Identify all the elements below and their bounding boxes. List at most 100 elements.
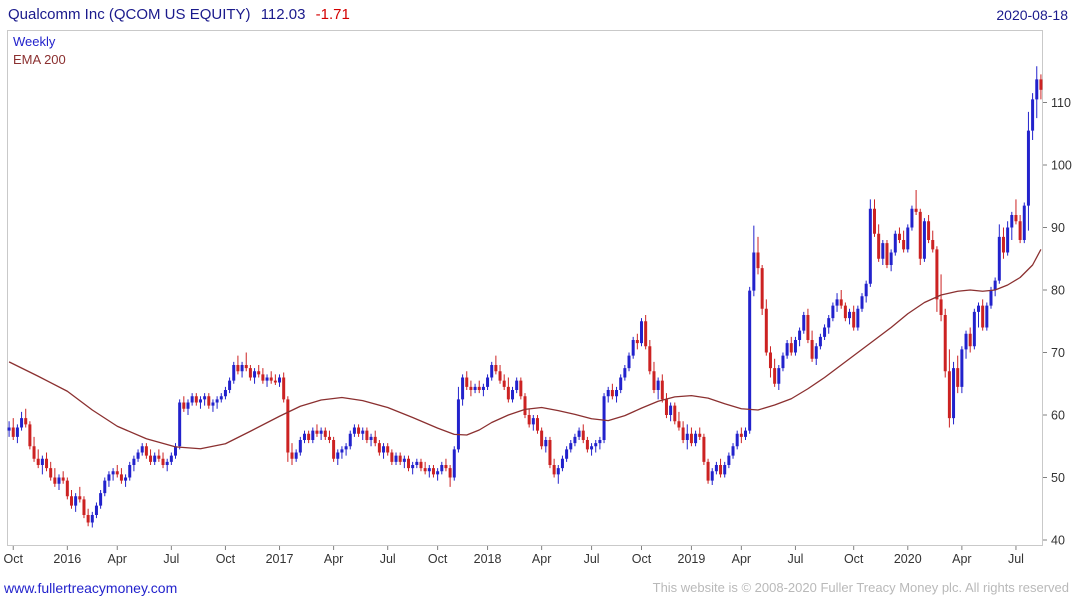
candle-body bbox=[307, 433, 311, 440]
candle-body bbox=[710, 471, 714, 481]
candle-body bbox=[519, 380, 523, 397]
copyright-text: This website is © 2008-2020 Fuller Treac… bbox=[652, 580, 1069, 595]
candle-body bbox=[1001, 236, 1005, 253]
y-tick-label: 60 bbox=[1051, 409, 1065, 423]
candle-body bbox=[914, 208, 918, 212]
candle-body bbox=[731, 446, 735, 456]
candle-body bbox=[814, 346, 818, 359]
chart-header: Qualcomm Inc (QCOM US EQUITY) 112.03 -1.… bbox=[8, 6, 350, 23]
candle-body bbox=[211, 402, 215, 406]
candle-body bbox=[818, 336, 822, 347]
candle-body bbox=[315, 430, 319, 434]
candle-body bbox=[427, 468, 431, 472]
candle-body bbox=[664, 399, 668, 415]
candle-body bbox=[623, 368, 627, 378]
candle-body bbox=[935, 249, 939, 300]
candle-body bbox=[639, 321, 643, 344]
candle-body bbox=[465, 377, 469, 387]
candle-body bbox=[852, 311, 856, 328]
candle-body bbox=[789, 343, 793, 353]
candle-body bbox=[727, 455, 731, 465]
candle-body bbox=[764, 308, 768, 353]
candle-body bbox=[431, 468, 435, 475]
candle-body bbox=[839, 299, 843, 306]
candle-body bbox=[40, 458, 44, 465]
candle-body bbox=[45, 458, 49, 469]
candle-body bbox=[719, 465, 723, 475]
candle-body bbox=[261, 374, 265, 381]
chart-legend: Weekly EMA 200 bbox=[13, 33, 66, 69]
candle-body bbox=[523, 396, 527, 415]
candle-body bbox=[877, 233, 881, 259]
candle-body bbox=[1035, 79, 1039, 100]
ema200-line bbox=[8, 249, 1042, 450]
candle-body bbox=[511, 390, 515, 400]
candle-body bbox=[502, 380, 506, 387]
candle-body bbox=[257, 371, 261, 375]
candle-body bbox=[190, 396, 194, 403]
candle-body bbox=[161, 458, 165, 465]
candle-body bbox=[997, 236, 1001, 281]
candle-body bbox=[157, 455, 161, 459]
candle-body bbox=[889, 252, 893, 265]
candle-body bbox=[848, 311, 852, 319]
candle-body bbox=[910, 208, 914, 228]
candle-body bbox=[103, 480, 107, 494]
candle-body bbox=[827, 318, 831, 328]
site-link[interactable]: www.fullertreacymoney.com bbox=[4, 580, 178, 596]
candle-body bbox=[440, 465, 444, 472]
candle-body bbox=[598, 440, 602, 444]
candle-body bbox=[498, 371, 502, 381]
candle-body bbox=[577, 430, 581, 437]
candle-body bbox=[556, 468, 560, 475]
x-tick-label: Jul bbox=[163, 552, 179, 566]
candle-body bbox=[74, 496, 78, 506]
y-tick-label: 90 bbox=[1051, 221, 1065, 235]
candle-body bbox=[993, 280, 997, 290]
candle-body bbox=[977, 305, 981, 312]
candle-body bbox=[897, 233, 901, 240]
candle-body bbox=[960, 349, 964, 387]
candle-body bbox=[573, 436, 577, 444]
candle-body bbox=[1022, 205, 1026, 240]
candle-body bbox=[253, 371, 257, 378]
candle-body bbox=[669, 405, 673, 415]
candle-body bbox=[140, 446, 144, 453]
candle-body bbox=[698, 433, 702, 437]
candle-body bbox=[65, 480, 69, 497]
candle-body bbox=[448, 468, 452, 478]
candle-body bbox=[236, 365, 240, 372]
x-tick-label: Apr bbox=[108, 552, 127, 566]
candle-body bbox=[835, 299, 839, 306]
last-price: 112.03 bbox=[260, 6, 306, 23]
candle-body bbox=[1010, 215, 1014, 228]
candle-body bbox=[694, 433, 698, 444]
candle-body bbox=[494, 365, 498, 372]
candle-body bbox=[681, 427, 685, 440]
candle-body bbox=[207, 396, 211, 406]
candle-body bbox=[78, 496, 82, 500]
candle-body bbox=[685, 433, 689, 440]
x-tick-label: Apr bbox=[952, 552, 971, 566]
candle-body bbox=[248, 368, 252, 378]
candle-body bbox=[282, 377, 286, 400]
candle-body bbox=[506, 386, 510, 400]
candle-body bbox=[228, 380, 232, 390]
candle-body bbox=[972, 311, 976, 347]
candle-body bbox=[377, 443, 381, 453]
candle-body bbox=[527, 415, 531, 425]
candle-body bbox=[785, 343, 789, 356]
candle-body bbox=[344, 446, 348, 450]
candle-body bbox=[186, 402, 190, 409]
candle-body bbox=[927, 221, 931, 240]
candle-body bbox=[569, 443, 573, 450]
candle-body bbox=[390, 452, 394, 462]
candle-body bbox=[32, 446, 36, 459]
candle-body bbox=[86, 515, 90, 523]
x-tick-label: 2018 bbox=[474, 552, 502, 566]
x-tick-label: Jul bbox=[380, 552, 396, 566]
candle-body bbox=[386, 446, 390, 453]
candle-body bbox=[382, 446, 386, 453]
candle-body bbox=[868, 208, 872, 284]
